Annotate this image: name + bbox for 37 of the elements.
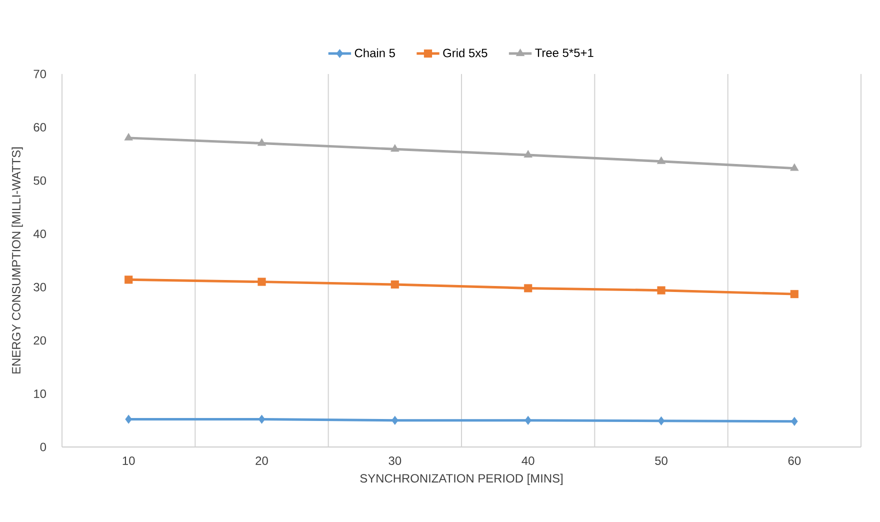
y-tick-label: 20 — [34, 336, 46, 345]
point — [392, 416, 398, 425]
point — [124, 132, 133, 140]
x-tick-label: 60 — [788, 456, 801, 465]
point — [524, 416, 532, 425]
point — [790, 163, 799, 171]
point — [257, 138, 266, 146]
point — [524, 284, 532, 292]
y-tick-label: 0 — [40, 442, 46, 452]
point — [790, 290, 798, 298]
point — [125, 414, 132, 424]
x-tick-label: 50 — [655, 456, 668, 465]
x-tick-label: 30 — [388, 456, 402, 465]
point — [656, 156, 666, 164]
point — [524, 150, 532, 158]
point — [258, 278, 266, 286]
x-axis-title: SYNCHRONIZATION PERIOD [MINS] — [360, 474, 562, 485]
legend-label: Tree 5*5+1 — [535, 48, 594, 58]
x-tick-label: 40 — [522, 456, 534, 465]
y-axis-title: ENERGY CONSUMPTION [MILLI-WATTS] — [12, 147, 23, 374]
point — [258, 414, 266, 424]
x-tick-label: 20 — [256, 456, 268, 465]
y-tick-label: 50 — [34, 176, 46, 185]
x-tick-label: 10 — [122, 456, 135, 465]
y-tick-label: 30 — [34, 282, 46, 292]
y-tick-label: 60 — [34, 123, 46, 132]
legend-label: Grid 5x5 — [443, 48, 488, 58]
y-tick-label: 40 — [33, 230, 46, 238]
point — [390, 280, 399, 289]
point — [390, 144, 400, 152]
point — [791, 416, 798, 426]
legend-label: Chain 5 — [354, 48, 395, 58]
point — [124, 276, 133, 284]
point — [657, 286, 666, 294]
point — [658, 416, 665, 426]
y-tick-label: 10 — [34, 389, 46, 398]
y-tick-label: 70 — [34, 70, 46, 78]
